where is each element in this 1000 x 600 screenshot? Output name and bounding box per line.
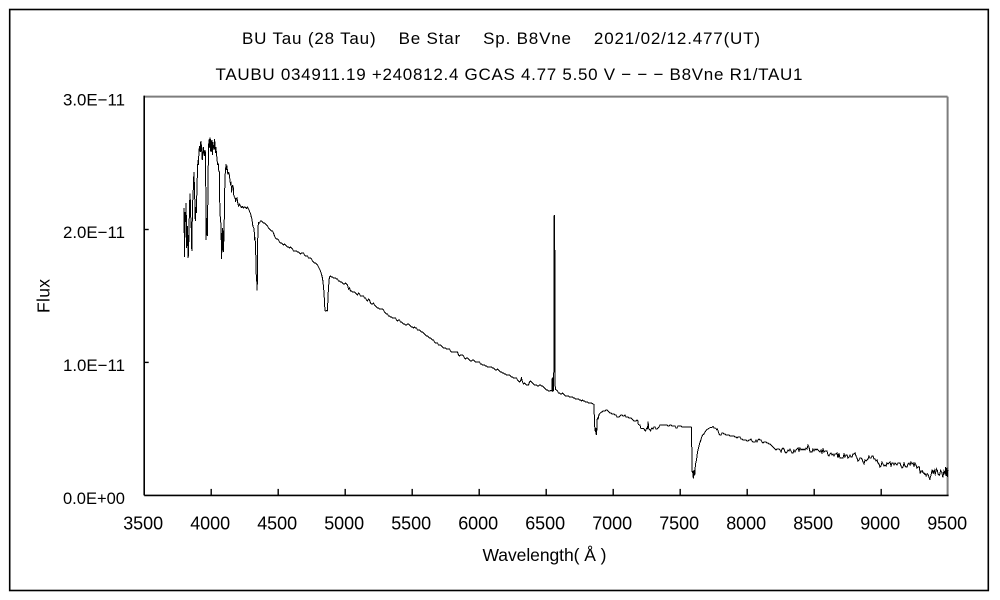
svg-text:6000: 6000 <box>458 513 498 533</box>
svg-text:7000: 7000 <box>592 513 632 533</box>
svg-text:3.0E−11: 3.0E−11 <box>63 90 125 109</box>
svg-text:TAUBU 034911.19 +240812.4 GCAS: TAUBU 034911.19 +240812.4 GCAS 4.77 5.50… <box>216 65 803 84</box>
svg-text:5000: 5000 <box>324 513 364 533</box>
svg-text:4000: 4000 <box>190 513 230 533</box>
svg-text:9500: 9500 <box>927 513 967 533</box>
svg-text:6500: 6500 <box>525 513 565 533</box>
svg-text:5500: 5500 <box>391 513 431 533</box>
svg-text:9000: 9000 <box>860 513 900 533</box>
svg-text:8500: 8500 <box>793 513 833 533</box>
svg-text:3500: 3500 <box>123 513 163 533</box>
svg-text:Flux: Flux <box>34 279 54 313</box>
svg-text:8000: 8000 <box>726 513 766 533</box>
svg-text:7500: 7500 <box>659 513 699 533</box>
svg-text:1.0E−11: 1.0E−11 <box>63 356 125 375</box>
svg-text:Wavelength( Å ): Wavelength( Å ) <box>483 545 607 565</box>
svg-text:0.0E+00: 0.0E+00 <box>63 489 125 508</box>
svg-text:4500: 4500 <box>257 513 297 533</box>
svg-text:2.0E−11: 2.0E−11 <box>63 223 125 242</box>
svg-text:BU Tau (28 Tau) Be Star: BU Tau (28 Tau) Be Star Sp. B8Vne 2021/0… <box>242 29 760 48</box>
